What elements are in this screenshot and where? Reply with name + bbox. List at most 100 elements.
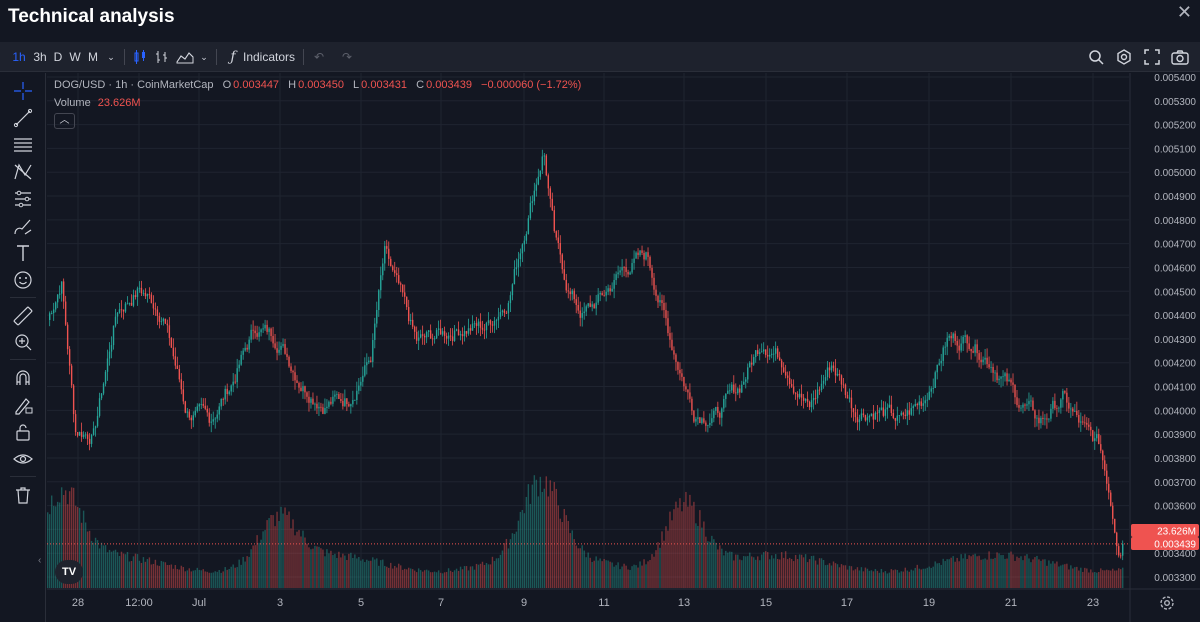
candle-body — [960, 343, 962, 351]
lock-draw-icon[interactable] — [11, 393, 35, 417]
candle-body — [541, 156, 544, 171]
bars-icon[interactable] — [152, 42, 172, 72]
candle-body — [671, 339, 673, 351]
volume-bar — [579, 548, 581, 588]
volume-bar — [316, 546, 318, 588]
candle-body — [94, 426, 97, 429]
eye-icon[interactable] — [11, 447, 35, 471]
emoji-icon[interactable] — [11, 268, 35, 292]
volume-bar — [306, 543, 308, 588]
panel-arrow-icon[interactable]: ‹ — [38, 555, 42, 566]
volume-bar — [737, 554, 739, 588]
volume-bar — [1110, 570, 1112, 588]
undo-icon[interactable]: ↶ — [313, 50, 325, 64]
candle-body — [1096, 434, 1098, 439]
interval-dropdown-chevron-icon[interactable]: ⌄ — [107, 52, 115, 62]
volume-bar — [884, 571, 887, 588]
volume-bar — [719, 545, 721, 588]
symbol-label[interactable]: DOG/USD · 1h · CoinMarketCap — [54, 79, 214, 91]
candle-body — [310, 398, 312, 403]
ruler-icon[interactable] — [11, 304, 35, 328]
candle-body — [380, 275, 382, 291]
axis-settings-gear-icon[interactable] — [1158, 594, 1176, 612]
fullscreen-icon[interactable] — [1142, 42, 1162, 72]
indicators-button[interactable]: Indicators — [243, 50, 296, 64]
area-chart-icon[interactable] — [174, 42, 196, 72]
candle-body — [378, 290, 380, 310]
candle-body — [372, 339, 374, 362]
candle-body — [136, 288, 139, 297]
volume-bar — [320, 548, 322, 588]
chart-area[interactable]: 0.005400 0.005300 0.005200 0.005100 0.005000… — [47, 73, 1200, 622]
volume-bar — [810, 556, 813, 588]
magnet-icon[interactable] — [11, 366, 35, 390]
volume-bar — [765, 551, 767, 588]
volume-bar — [998, 553, 1000, 588]
volume-bar — [561, 522, 563, 588]
trendline-icon[interactable] — [11, 106, 35, 130]
volume-label[interactable]: Volume — [54, 97, 91, 109]
volume-bar — [374, 559, 376, 588]
interval-m[interactable]: M — [88, 50, 98, 64]
candles-icon[interactable] — [130, 42, 150, 72]
lock-icon[interactable] — [11, 420, 35, 444]
interval-d[interactable]: D — [53, 50, 63, 64]
candle-body — [852, 408, 855, 413]
volume-bar — [1116, 570, 1118, 588]
candle-body — [523, 240, 526, 245]
crosshair-icon[interactable] — [11, 79, 35, 103]
volume-bar — [1058, 566, 1060, 588]
volume-bar — [747, 556, 749, 588]
quick-search-icon[interactable] — [1086, 42, 1106, 72]
interval-3h[interactable]: 3h — [33, 50, 47, 64]
candle-body — [511, 284, 514, 296]
candle-body — [824, 377, 827, 381]
volume-bar — [477, 564, 480, 588]
tradingview-logo-icon[interactable]: TV — [55, 560, 83, 584]
candle-body — [747, 367, 749, 380]
volume-bar — [50, 495, 53, 588]
redo-icon[interactable]: ↷ — [341, 50, 353, 64]
camera-icon[interactable] — [1170, 42, 1190, 72]
indicators-icon[interactable]: ƒ — [230, 49, 236, 65]
zoom-icon[interactable] — [11, 330, 35, 354]
fib-icon[interactable] — [11, 133, 35, 157]
candle-body — [142, 292, 145, 294]
volume-bar — [784, 551, 787, 588]
gear-icon[interactable] — [1114, 42, 1134, 72]
toolbar-divider — [216, 49, 217, 65]
candle-body — [374, 323, 376, 340]
volume-bar — [577, 548, 579, 588]
trash-icon[interactable] — [11, 483, 35, 507]
volume-bar — [655, 550, 657, 588]
volume-bar — [278, 521, 280, 588]
chart-type-chevron-icon[interactable]: ⌄ — [200, 52, 208, 62]
candle-body — [280, 345, 282, 350]
brush-icon[interactable] — [11, 214, 35, 238]
projection-icon[interactable] — [11, 187, 35, 211]
volume-bar — [711, 535, 713, 588]
candle-body — [192, 415, 194, 421]
candle-body — [559, 243, 561, 255]
candle-body — [611, 288, 613, 292]
collapse-chevron-icon[interactable]: ︿ — [54, 113, 75, 129]
text-icon[interactable] — [11, 241, 35, 265]
candle-body — [411, 319, 414, 327]
candle-body — [954, 333, 956, 341]
price-chart[interactable]: 0.005400 0.005300 0.005200 0.005100 0.005000… — [47, 73, 1200, 622]
price-tick-label: 0.004100 — [1154, 383, 1196, 394]
candle-body — [858, 419, 861, 423]
interval-w[interactable]: W — [69, 50, 81, 64]
candle-body — [1070, 408, 1072, 410]
close-icon[interactable]: ✕ — [1176, 2, 1192, 22]
candle-body — [537, 176, 540, 185]
candle-body — [194, 410, 196, 416]
pattern-icon[interactable] — [11, 160, 35, 184]
candle-body — [729, 390, 731, 392]
volume-bar — [607, 560, 609, 588]
volume-bar — [262, 531, 264, 588]
candle-body — [990, 366, 992, 368]
volume-bar — [469, 566, 472, 588]
candle-body — [739, 388, 741, 393]
interval-1h[interactable]: 1h — [12, 50, 26, 64]
